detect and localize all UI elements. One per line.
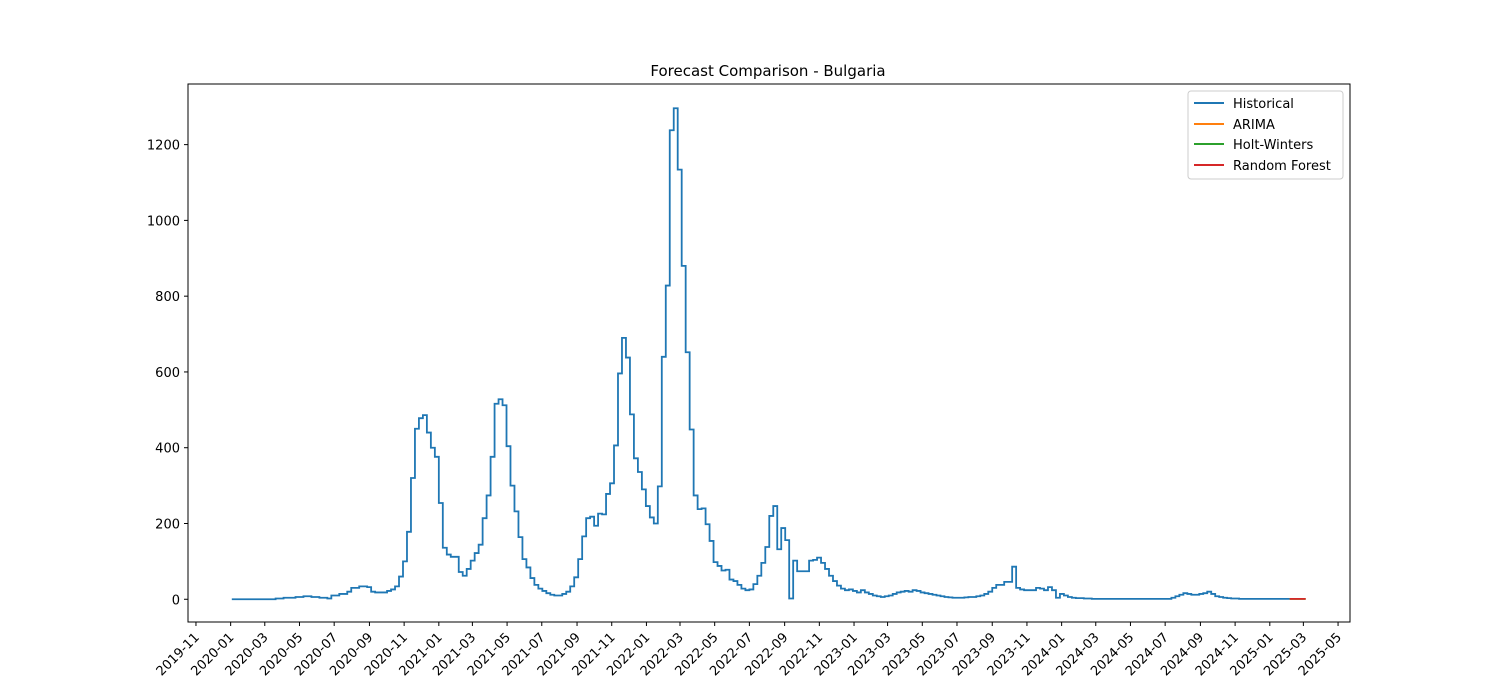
y-tick-label: 1000 [147, 214, 180, 229]
y-tick-label: 600 [155, 366, 180, 381]
legend-label-random-forest: Random Forest [1233, 159, 1331, 174]
y-tick-label: 400 [155, 442, 180, 457]
y-tick-label: 800 [155, 290, 180, 305]
legend-label-historical: Historical [1233, 97, 1294, 112]
plot-layer [231, 107, 1306, 601]
legend-box [1187, 90, 1344, 180]
chart-title: Forecast Comparison - Bulgaria [650, 62, 885, 80]
series-line-historical [231, 107, 1290, 601]
legend: Historical ARIMA Holt-Winters Random For… [1187, 90, 1344, 180]
plot-frame [187, 83, 1351, 623]
legend-label-arima: ARIMA [1233, 118, 1275, 133]
y-tick-label: 1200 [147, 139, 180, 154]
y-tick-label: 200 [155, 517, 180, 532]
y-tick-label: 0 [172, 593, 180, 608]
legend-label-holt-winters: Holt-Winters [1233, 138, 1313, 153]
